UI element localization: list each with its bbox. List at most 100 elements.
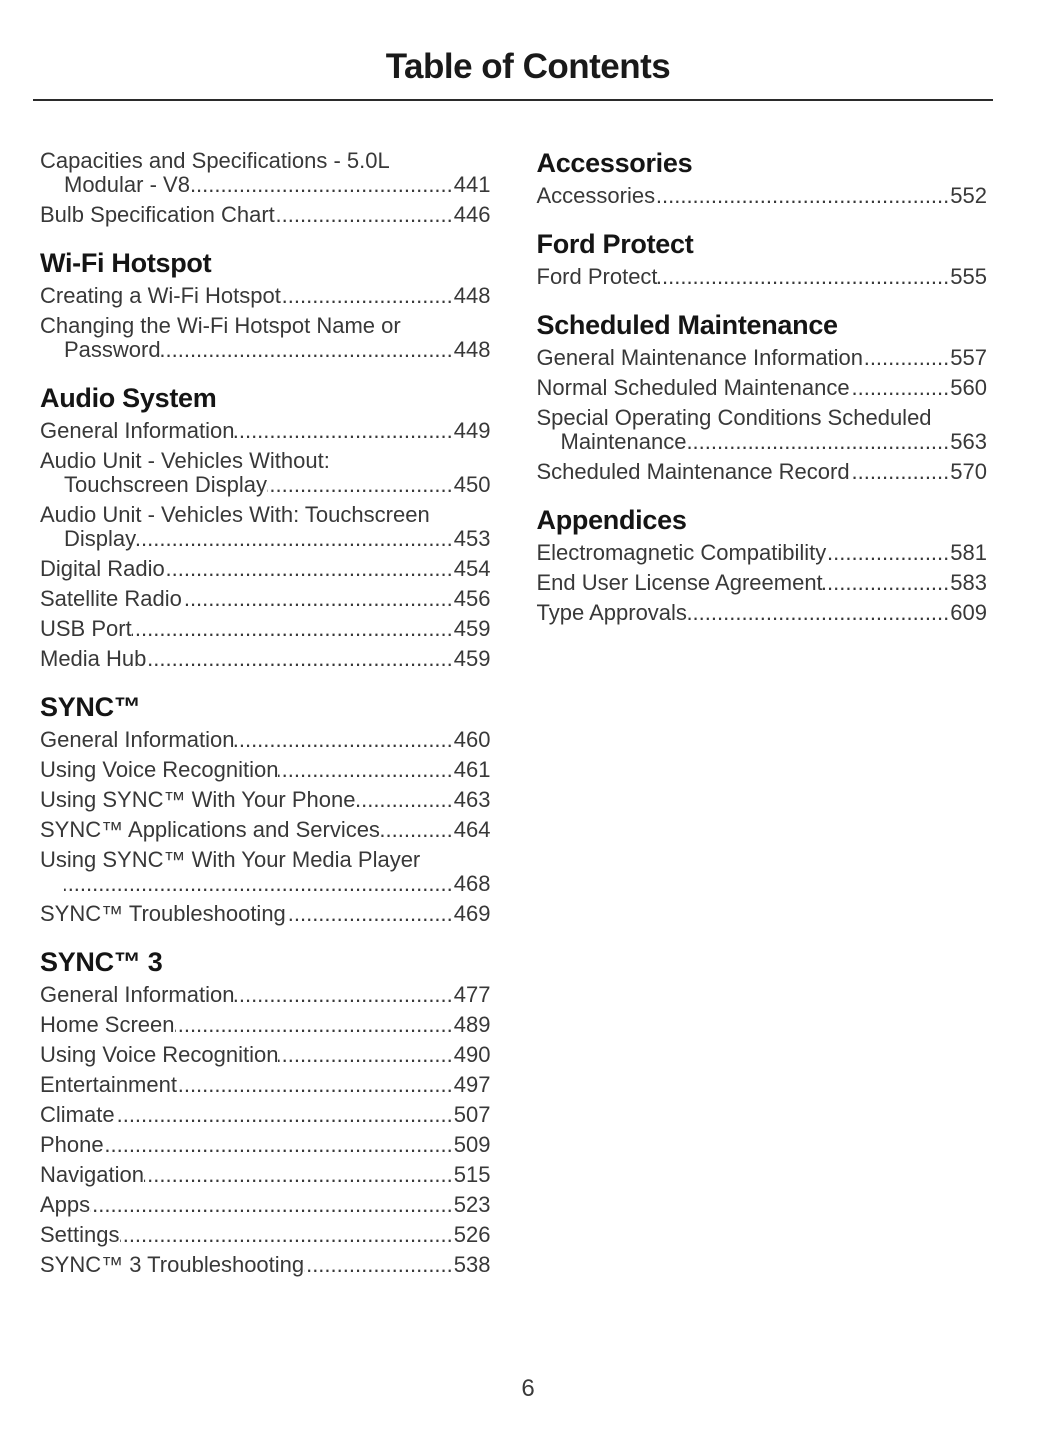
section-heading: Scheduled Maintenance [536,310,839,340]
section-heading: Audio System [40,383,217,413]
entry-last-line: SYNC™ 3 Troubleshooting 538 [40,1253,491,1277]
entry-label: Scheduled Maintenance Record [536,459,850,484]
entry-page-number: 507 [453,1102,491,1127]
dot-leader [182,587,454,611]
entry-last-line: Home Screen 489 [40,1013,491,1037]
entry-page-number: 456 [453,586,491,611]
entry-page-number: 469 [453,901,491,926]
toc-entry: General Maintenance Information 557 [537,346,988,370]
dot-leader [655,184,950,208]
entry-last-line: Password 448 [40,338,491,362]
entry-label: Using SYNC™ With Your Phone [40,787,356,812]
entry-text-line: Using SYNC™ With Your Media Player [40,847,421,872]
entry-text-line: Capacities and Specifications - 5.0L [40,148,390,173]
entry-last-line: Bulb Specification Chart 446 [40,203,491,227]
toc-section-audio-system: Audio System General Information 449 Audio … [40,384,491,671]
entry-page-number: 490 [453,1042,491,1067]
section-heading: Accessories [536,148,693,178]
dot-leader [146,647,453,671]
toc-entry: Using SYNC™ With Your Phone 463 [40,788,491,812]
entry-page-number: 459 [453,616,491,641]
entry-last-line: Accessories 552 [537,184,988,208]
toc-entry: General Information 449 [40,419,491,443]
dot-leader [90,1193,454,1217]
entry-page-number: 463 [453,787,491,812]
dot-leader [658,265,951,289]
toc-entry: Type Approvals 609 [537,601,988,625]
toc-section-sync-3: SYNC™ 3 General Information 477 Home Screen… [40,948,491,1277]
dot-leader [144,1163,454,1187]
entry-last-line: General Information 477 [40,983,491,1007]
entry-last-line: Electromagnetic Compatibility 581 [537,541,988,565]
toc-entry: Ford Protect 555 [537,265,988,289]
entry-page-number: 448 [453,337,491,362]
dot-leader [115,1103,454,1127]
entry-last-line: Maintenance 563 [537,430,988,454]
toc-entry: Special Operating Conditions Scheduled Ma… [537,406,988,454]
toc-entry: End User License Agreement 583 [537,571,988,595]
dot-leader [281,284,454,308]
entry-label: General Information [40,418,235,443]
entry-last-line: Using Voice Recognition 490 [40,1043,491,1067]
entry-label: Home Screen [40,1012,175,1037]
entry-page-number: 459 [453,646,491,671]
toc-entry: Bulb Specification Chart 446 [40,203,491,227]
entry-page-number: 468 [453,871,491,896]
dot-leader [190,173,454,197]
toc-entry: SYNC™ Applications and Services 464 [40,818,491,842]
toc-section-wi-fi-hotspot: Wi-Fi Hotspot Creating a Wi-Fi Hotspot 448… [40,249,491,362]
dot-leader [165,557,454,581]
dot-leader [286,902,454,926]
entry-text-line: Audio Unit - Vehicles Without: [40,448,330,473]
entry-label: Password [64,337,161,362]
toc-entry: Entertainment 497 [40,1073,491,1097]
entry-last-line: USB Port 459 [40,617,491,641]
entry-page-number: 461 [453,757,491,782]
toc-section-sync: SYNC™ General Information 460 Using Voice R… [40,693,491,926]
toc-entry: Settings 526 [40,1223,491,1247]
entry-text-line: Audio Unit - Vehicles With: Touchscreen [40,502,430,527]
entry-label: Touchscreen Display [64,472,267,497]
toc-entry: Phone 509 [40,1133,491,1157]
entry-label: Creating a Wi-Fi Hotspot [40,283,281,308]
toc-entry: Using Voice Recognition 490 [40,1043,491,1067]
entry-last-line: General Information 460 [40,728,491,752]
page-number: 6 [521,1375,535,1402]
dot-leader [278,758,453,782]
toc-right-column: AccessoriesAccessories552Ford ProtectFor… [537,149,988,1283]
dot-leader [175,1013,454,1037]
entry-page-number: 489 [453,1012,491,1037]
toc-entry: SYNC™ Troubleshooting 469 [40,902,491,926]
entry-last-line: Display 453 [40,527,491,551]
toc-entry: Accessories 552 [537,184,988,208]
dot-leader [850,460,951,484]
entry-label: Display [64,526,137,551]
entry-page-number: 446 [453,202,491,227]
toc-section-appendices: Appendices Electromagnetic Compatibility 5… [537,506,988,625]
toc-entry: Using SYNC™ With Your Media Player 468 [40,848,491,896]
entry-page-number: 454 [453,556,491,581]
entry-text-line: Changing the Wi-Fi Hotspot Name or [40,313,401,338]
entry-page-number: 560 [950,375,987,400]
dot-leader [687,601,950,625]
entry-last-line: Type Approvals 609 [537,601,988,625]
entry-page-number: 448 [453,283,491,308]
entry-page-number: 526 [453,1222,491,1247]
section-heading: Wi-Fi Hotspot [40,248,212,278]
entry-last-line: Entertainment 497 [40,1073,491,1097]
dot-leader [823,571,951,595]
entry-last-line: Apps 523 [40,1193,491,1217]
entry-text-line: Special Operating Conditions Scheduled [536,405,932,430]
entry-page-number: 460 [453,727,491,752]
entry-label: Settings [40,1222,120,1247]
entry-last-line: 468 [40,872,491,896]
dot-leader [304,1253,454,1277]
entry-label: Using Voice Recognition [40,1042,279,1067]
entry-label: Media Hub [40,646,147,671]
entry-label: Phone [40,1132,104,1157]
entry-last-line: Creating a Wi-Fi Hotspot 448 [40,284,491,308]
entry-label: Apps [40,1192,91,1217]
entry-last-line: Settings 526 [40,1223,491,1247]
section-heading: SYNC™ [40,692,141,722]
entry-last-line: Ford Protect 555 [537,265,988,289]
